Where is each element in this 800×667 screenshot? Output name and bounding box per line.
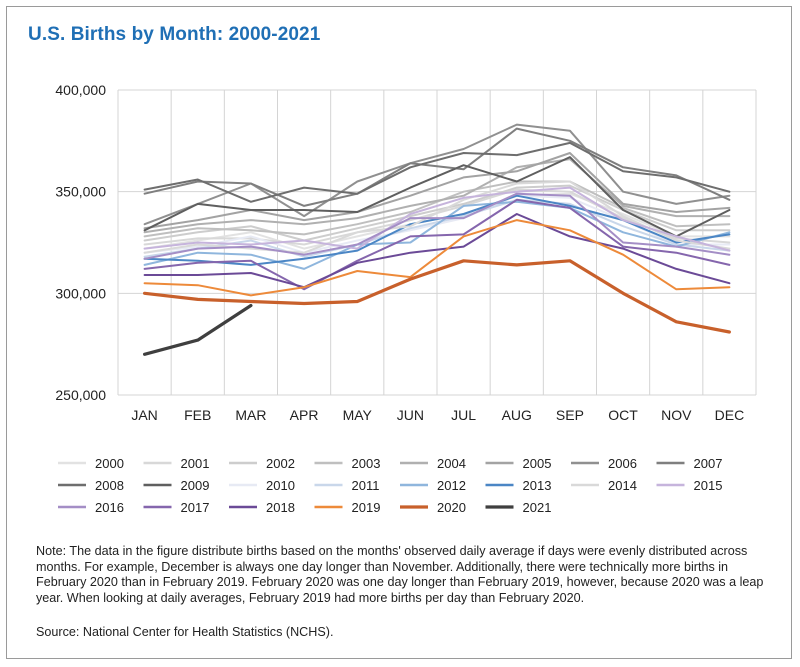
- legend-label-2002: 2002: [266, 456, 295, 471]
- legend-label-2009: 2009: [181, 478, 210, 493]
- legend-label-2017: 2017: [181, 500, 210, 515]
- legend: 2000 2001 2002 2003 2004 2005 2006 2007 2008 2009…: [58, 456, 722, 515]
- x-tick-label: NOV: [661, 407, 692, 423]
- legend-label-2001: 2001: [181, 456, 210, 471]
- x-tick-label: AUG: [502, 407, 532, 423]
- x-tick-label: JUN: [397, 407, 424, 423]
- series-line-2021: [143, 303, 253, 356]
- y-tick-label: 350,000: [55, 184, 106, 200]
- legend-label-2013: 2013: [523, 478, 552, 493]
- series-line-2019: [143, 219, 731, 297]
- legend-label-2016: 2016: [95, 500, 124, 515]
- series-line-2015: [143, 186, 731, 252]
- series-line-2020: [143, 259, 731, 334]
- x-tick-label: JUL: [451, 407, 476, 423]
- legend-label-2010: 2010: [266, 478, 295, 493]
- series-line-2005: [143, 152, 731, 230]
- figure-frame: [6, 6, 792, 659]
- legend-label-2015: 2015: [694, 478, 723, 493]
- legend-label-2018: 2018: [266, 500, 295, 515]
- chart-title: U.S. Births by Month: 2000-2021: [28, 24, 321, 45]
- series-line-2011: [143, 198, 731, 258]
- legend-label-2021: 2021: [523, 500, 552, 515]
- series-line-2007: [143, 127, 731, 207]
- series-line-2009: [143, 156, 731, 238]
- legend-label-2008: 2008: [95, 478, 124, 493]
- series-line-2012: [143, 200, 731, 270]
- legend-label-2019: 2019: [352, 500, 381, 515]
- x-tick-label: MAR: [235, 407, 266, 423]
- chart-source: Source: National Center for Health Stati…: [36, 625, 334, 639]
- x-tick-label: FEB: [184, 407, 211, 423]
- legend-label-2007: 2007: [694, 456, 723, 471]
- legend-label-2011: 2011: [352, 478, 380, 493]
- legend-label-2014: 2014: [608, 478, 637, 493]
- legend-label-2005: 2005: [523, 456, 552, 471]
- series-line-2017: [143, 198, 731, 291]
- y-tick-label: 250,000: [55, 387, 106, 403]
- series-line-2006: [143, 123, 731, 226]
- legend-label-2006: 2006: [608, 456, 637, 471]
- x-tick-label: DEC: [715, 407, 745, 423]
- y-tick-label: 300,000: [55, 285, 106, 301]
- axes: 250,000 300,000 350,000 400,000 JAN FEB MAR APR…: [55, 82, 744, 423]
- y-tick-label: 400,000: [55, 82, 106, 98]
- x-tick-label: JAN: [131, 407, 157, 423]
- legend-label-2004: 2004: [437, 456, 466, 471]
- chart-note: Note: The data in the figure distribute …: [36, 544, 764, 605]
- series-line-2004: [143, 158, 731, 234]
- x-tick-label: MAY: [343, 407, 373, 423]
- x-tick-label: SEP: [556, 407, 584, 423]
- series-lines: [143, 123, 731, 356]
- series-line-2018: [143, 213, 731, 289]
- legend-label-2012: 2012: [437, 478, 466, 493]
- legend-label-2003: 2003: [352, 456, 381, 471]
- legend-label-2020: 2020: [437, 500, 466, 515]
- series-line-2016: [143, 192, 731, 260]
- x-tick-label: APR: [290, 407, 319, 423]
- series-line-2008: [143, 141, 731, 203]
- series-line-2003: [143, 180, 731, 238]
- legend-label-2000: 2000: [95, 456, 124, 471]
- x-tick-label: OCT: [608, 407, 638, 423]
